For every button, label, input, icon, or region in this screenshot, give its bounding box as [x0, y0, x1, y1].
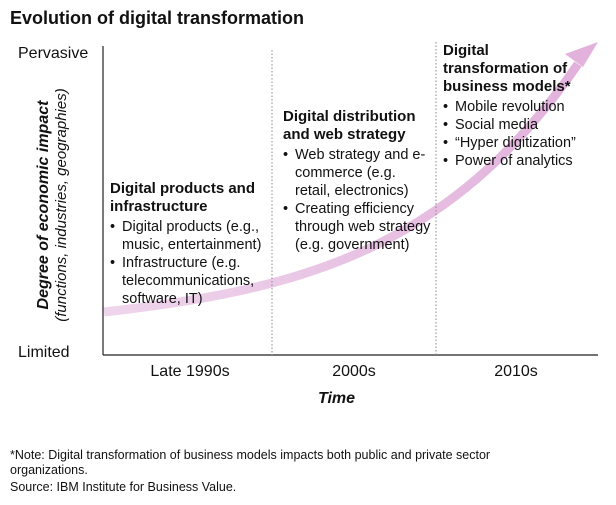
stage-bullet: Creating efficiency through web strategy… [283, 200, 431, 254]
stage-bullet: “Hyper digitization” [443, 134, 579, 152]
footnote-note: *Note: Digital transformation of busines… [10, 448, 491, 477]
y-axis-top-label: Pervasive [18, 45, 89, 62]
y-axis-sublabel: (functions, industries, geographies) [53, 88, 70, 322]
stage-block-2: Digital distribution and web strategy We… [283, 108, 431, 254]
stage-bullet: Infrastructure (e.g. telecommunications,… [110, 254, 270, 308]
stage-bullet: Power of analytics [443, 152, 579, 170]
x-axis-tick-2: 2000s [332, 363, 376, 380]
stage-block-3: Digital transformation of business model… [443, 42, 579, 170]
stage-bullet: Mobile revolution [443, 98, 579, 116]
stage-bullet: Social media [443, 116, 579, 134]
x-axis-tick-3: 2010s [494, 363, 538, 380]
y-axis-label: Degree of economic impact [35, 100, 52, 310]
x-axis-label: Time [318, 390, 356, 407]
stage-bullet: Digital products (e.g., music, entertain… [110, 218, 270, 254]
diagram-title: Evolution of digital transformation [10, 8, 304, 28]
stage-heading: Digital products and infrastructure [110, 180, 256, 215]
footnote-source: Source: IBM Institute for Business Value… [10, 480, 237, 494]
stage-block-1: Digital products and infrastructure Digi… [110, 180, 270, 308]
y-axis-bottom-label: Limited [18, 344, 70, 361]
growth-arrow-head [565, 42, 598, 67]
stage-heading: Digital distribution and web strategy [283, 108, 416, 143]
stage-bullet: Web strategy and e-commerce (e.g. retail… [283, 146, 431, 200]
stage-heading: Digital transformation of business model… [443, 42, 571, 95]
y-axis-title: Degree of economic impact (functions, in… [14, 80, 92, 330]
x-axis-tick-1: Late 1990s [150, 363, 230, 380]
